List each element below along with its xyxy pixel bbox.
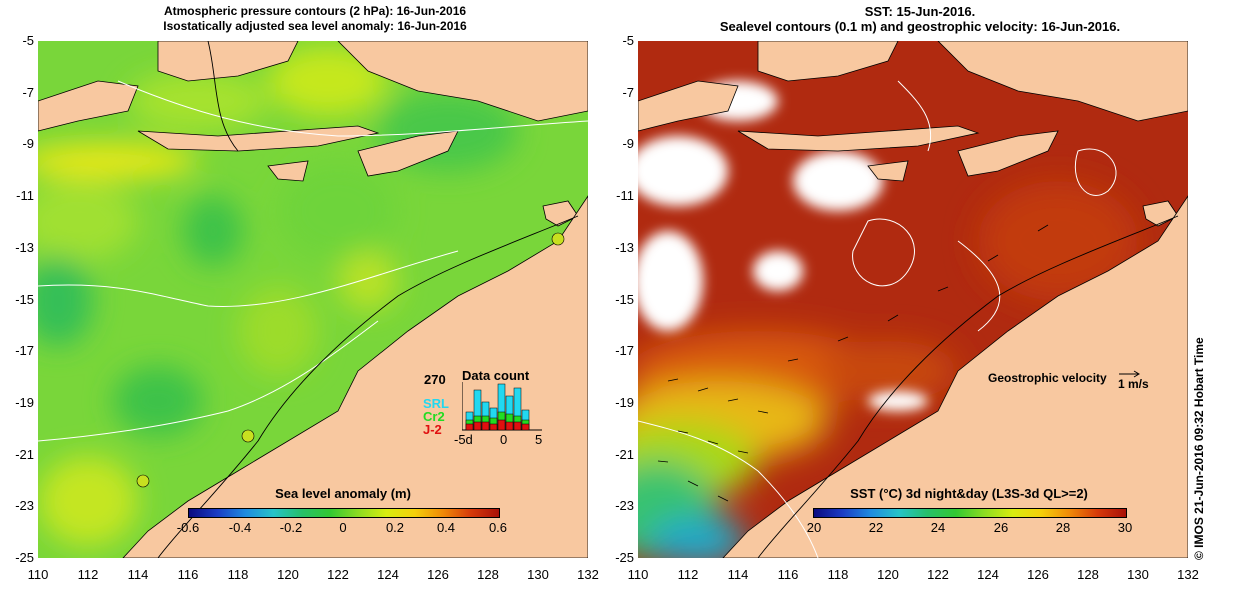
latitude-tick-label: -17 xyxy=(15,343,34,359)
histogram-tick-minus5d: -5d xyxy=(454,432,473,447)
sst-colorbar xyxy=(813,508,1127,518)
latitude-tick-label: -11 xyxy=(616,188,634,204)
latitude-tick-label: -21 xyxy=(615,446,634,462)
sst-cbar-tick: 24 xyxy=(930,520,946,535)
longitude-tick-label: 130 xyxy=(1127,567,1149,582)
velocity-arrows xyxy=(657,224,1049,502)
sla-cbar-tick: 0.2 xyxy=(385,520,405,535)
longitude-tick-label: 118 xyxy=(227,567,249,582)
sla-cbar-tick: -0.4 xyxy=(228,520,252,535)
longitude-tick-label: 124 xyxy=(977,567,999,582)
sla-map-svg xyxy=(38,41,588,558)
sla-cbar-tick: 0 xyxy=(339,520,347,535)
latitude-tick-label: -21 xyxy=(15,446,34,462)
histogram-tick-5: 5 xyxy=(535,432,543,447)
sst-land xyxy=(638,41,1188,558)
longitude-tick-label: 112 xyxy=(677,567,699,582)
satellite-label-srl: SRL xyxy=(423,396,449,411)
sea-level-contours xyxy=(638,80,1117,558)
sla-cbar-tick: -0.6 xyxy=(176,520,200,535)
right-title-line2: Sealevel contours (0.1 m) and geostrophi… xyxy=(719,19,1121,34)
bathymetry-contour xyxy=(157,41,579,558)
longitude-tick-label: 124 xyxy=(377,567,399,582)
longitude-tick-label: 116 xyxy=(177,567,199,582)
latitude-tick-label: -5 xyxy=(22,33,34,48)
histogram-bars xyxy=(465,383,530,431)
data-count-title: Data count xyxy=(462,368,530,383)
longitude-tick-label: 120 xyxy=(877,567,899,582)
sst-cbar-tick: 28 xyxy=(1055,520,1071,535)
left-map-title: Atmospheric pressure contours (2 hPa): 1… xyxy=(60,4,570,34)
sla-cbar-tick: 0.6 xyxy=(488,520,508,535)
longitude-tick-label: 120 xyxy=(277,567,299,582)
latitude-tick-label: -5 xyxy=(622,33,634,48)
latitude-tick-label: -19 xyxy=(615,394,634,410)
sla-cbar-tick: 0.4 xyxy=(436,520,456,535)
sst-cbar-tick: 20 xyxy=(806,520,822,535)
sst-map-svg xyxy=(638,41,1188,558)
sst-cbar-tick: 30 xyxy=(1117,520,1133,535)
histogram-tick-0: 0 xyxy=(500,432,508,447)
pressure-contours xyxy=(38,80,588,442)
longitude-tick-label: 128 xyxy=(1077,567,1099,582)
sst-cbar-tick: 22 xyxy=(868,520,884,535)
latitude-tick-label: -23 xyxy=(615,498,634,514)
latitude-tick-label: -7 xyxy=(622,84,634,100)
latitude-tick-label: -15 xyxy=(615,291,634,307)
sst-field-blobs xyxy=(638,181,1138,558)
longitude-tick-label: 114 xyxy=(127,567,149,582)
longitude-tick-label: 122 xyxy=(327,567,349,582)
longitude-tick-label: 116 xyxy=(777,567,799,582)
longitude-tick-label: 118 xyxy=(827,567,849,582)
sst-cbar-tick: 26 xyxy=(993,520,1009,535)
latitude-tick-label: -25 xyxy=(15,550,34,565)
cloud-mask xyxy=(638,81,928,411)
sst-map[interactable] xyxy=(638,41,1188,558)
data-count-max: 270 xyxy=(424,372,446,387)
latitude-tick-label: -19 xyxy=(15,394,34,410)
longitude-tick-label: 114 xyxy=(727,567,749,582)
right-title-line1: SST: 15-Jun-2016. xyxy=(864,4,976,19)
longitude-tick-label: 110 xyxy=(27,567,49,582)
longitude-tick-label: 110 xyxy=(627,567,649,582)
latitude-tick-label: -9 xyxy=(22,136,34,152)
latitude-tick-label: -11 xyxy=(16,188,34,204)
sst-colorbar-title: SST (°C) 3d night&day (L3S-3d QL>=2) xyxy=(850,486,1088,501)
imos-credit: © IMOS 21-Jun-2016 09:32 Hobart Time xyxy=(1192,337,1206,560)
longitude-tick-label: 126 xyxy=(1027,567,1049,582)
right-map-title: SST: 15-Jun-2016. Sealevel contours (0.1… xyxy=(640,4,1200,34)
latitude-tick-label: -13 xyxy=(615,239,634,255)
latitude-tick-label: -23 xyxy=(15,498,34,514)
sla-colorbar-title: Sea level anomaly (m) xyxy=(275,486,411,501)
longitude-tick-label: 126 xyxy=(427,567,449,582)
longitude-tick-label: 122 xyxy=(927,567,949,582)
sst-bathymetry-contour xyxy=(757,215,1179,558)
satellite-label-j2: J-2 xyxy=(423,422,442,437)
latitude-tick-label: -13 xyxy=(15,239,34,255)
velocity-scale-label: 1 m/s xyxy=(1118,377,1149,391)
longitude-tick-label: 132 xyxy=(577,567,599,582)
sea-level-anomaly-map[interactable] xyxy=(38,41,588,558)
velocity-legend-label: Geostrophic velocity xyxy=(988,371,1107,385)
sla-cbar-tick: -0.2 xyxy=(279,520,303,535)
left-title-line1: Atmospheric pressure contours (2 hPa): 1… xyxy=(163,4,467,18)
longitude-tick-label: 130 xyxy=(527,567,549,582)
sla-colorbar xyxy=(188,508,500,518)
velocity-scale-arrow-icon xyxy=(1119,370,1140,378)
data-count-histogram xyxy=(462,382,542,431)
latitude-tick-label: -17 xyxy=(615,343,634,359)
latitude-tick-label: -9 xyxy=(622,136,634,152)
left-title-line2: Isostatically adjusted sea level anomaly… xyxy=(163,19,467,33)
latitude-tick-label: -15 xyxy=(15,291,34,307)
tide-gauges xyxy=(136,232,565,488)
latitude-tick-label: -25 xyxy=(615,550,634,565)
longitude-tick-label: 112 xyxy=(77,567,99,582)
longitude-tick-label: 128 xyxy=(477,567,499,582)
longitude-tick-label: 132 xyxy=(1177,567,1199,582)
satellite-label-cr2: Cr2 xyxy=(423,409,445,424)
latitude-tick-label: -7 xyxy=(22,84,34,100)
